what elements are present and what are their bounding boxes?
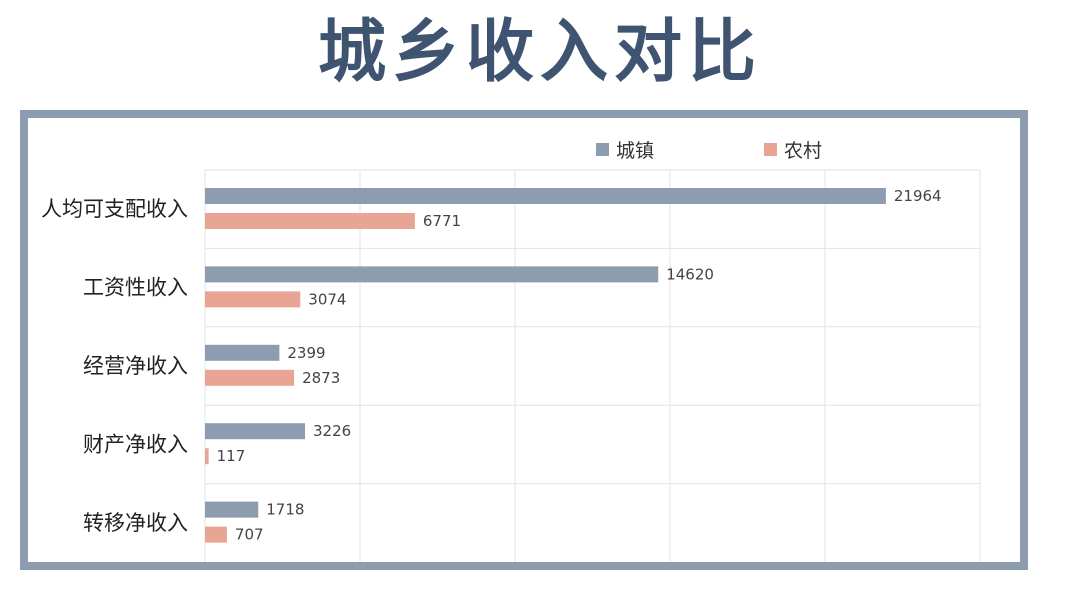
value-label: 2873: [302, 369, 340, 387]
page-title: 城乡收入对比: [317, 13, 762, 92]
value-label: 707: [235, 526, 264, 544]
chart-legend: 城镇 农村: [596, 140, 822, 162]
bar-rural: [205, 448, 209, 465]
value-label: 3226: [313, 422, 351, 440]
bar-rural: [205, 291, 301, 308]
bar-urban: [205, 423, 306, 440]
bar-urban: [205, 501, 259, 518]
category-label: 经营净收入: [83, 354, 188, 378]
value-label: 2399: [287, 344, 325, 362]
chart-frame: [20, 110, 1028, 570]
bar-urban: [205, 344, 280, 361]
category-label: 工资性收入: [83, 276, 188, 300]
chart-bars: [205, 188, 886, 543]
legend-label: 农村: [784, 140, 822, 162]
category-label: 人均可支配收入: [41, 197, 188, 221]
bar-urban: [205, 266, 659, 283]
value-label: 117: [217, 447, 246, 465]
value-label: 14620: [666, 265, 714, 283]
bar-rural: [205, 369, 295, 386]
value-label: 1718: [266, 501, 304, 519]
bar-urban: [205, 188, 886, 204]
category-label: 财产净收入: [83, 432, 188, 456]
legend-swatch: [764, 143, 777, 156]
category-label: 转移净收入: [83, 511, 188, 535]
bar-rural: [205, 213, 415, 229]
legend-label: 城镇: [616, 140, 654, 162]
legend-swatch: [596, 143, 609, 156]
bar-rural: [205, 526, 227, 543]
value-label: 21964: [894, 187, 942, 205]
value-label: 6771: [423, 212, 461, 230]
value-label: 3074: [308, 290, 346, 308]
chart-grid: [204, 169, 981, 562]
